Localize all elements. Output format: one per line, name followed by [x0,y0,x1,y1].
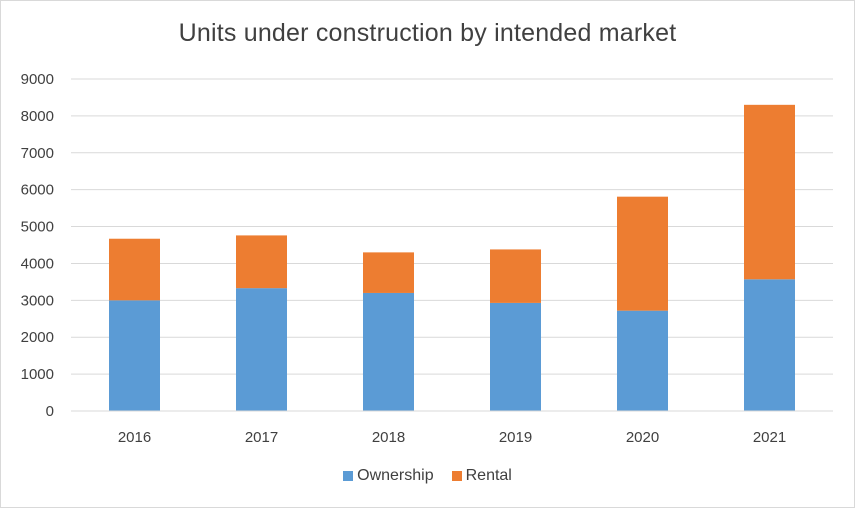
legend-swatch-rental [451,471,462,481]
bar-ownership-2021 [744,279,795,411]
x-tick-label-2021: 2021 [753,429,786,446]
y-tick-label-0: 0 [46,403,54,420]
legend-label-ownership: Ownership [357,467,434,484]
x-tick-label-2018: 2018 [372,429,405,446]
bar-rental-2018 [363,252,414,293]
y-tick-label-4000: 4000 [21,255,54,272]
legend-item-ownership: Ownership [343,467,434,485]
bar-rental-2017 [236,235,287,289]
chart-title: Units under construction by intended mar… [178,19,677,47]
y-tick-label-6000: 6000 [21,182,54,199]
bar-rental-2016 [109,238,160,301]
legend-label-rental: Rental [465,467,512,484]
x-tick-label-2016: 2016 [118,429,151,446]
y-tick-label-9000: 9000 [21,71,54,88]
bar-ownership-2016 [109,300,160,411]
bar-ownership-2017 [236,288,287,411]
y-tick-label-1000: 1000 [21,366,54,383]
legend-item-rental: Rental [451,467,512,485]
y-tick-label-2000: 2000 [21,329,54,346]
bar-ownership-2018 [363,292,414,411]
x-tick-label-2017: 2017 [245,429,278,446]
y-tick-label-8000: 8000 [21,108,54,125]
bar-ownership-2020 [617,310,668,411]
y-tick-label-3000: 3000 [21,292,54,309]
chart-legend: Ownership Rental [1,467,854,485]
legend-swatch-ownership [343,471,354,481]
bar-rental-2020 [617,196,668,311]
y-tick-label-5000: 5000 [21,219,54,236]
x-tick-label-2019: 2019 [499,429,532,446]
bar-ownership-2019 [490,302,541,411]
x-tick-label-2020: 2020 [626,429,659,446]
y-tick-label-7000: 7000 [21,145,54,162]
bar-rental-2021 [744,104,795,280]
bar-rental-2019 [490,249,541,303]
